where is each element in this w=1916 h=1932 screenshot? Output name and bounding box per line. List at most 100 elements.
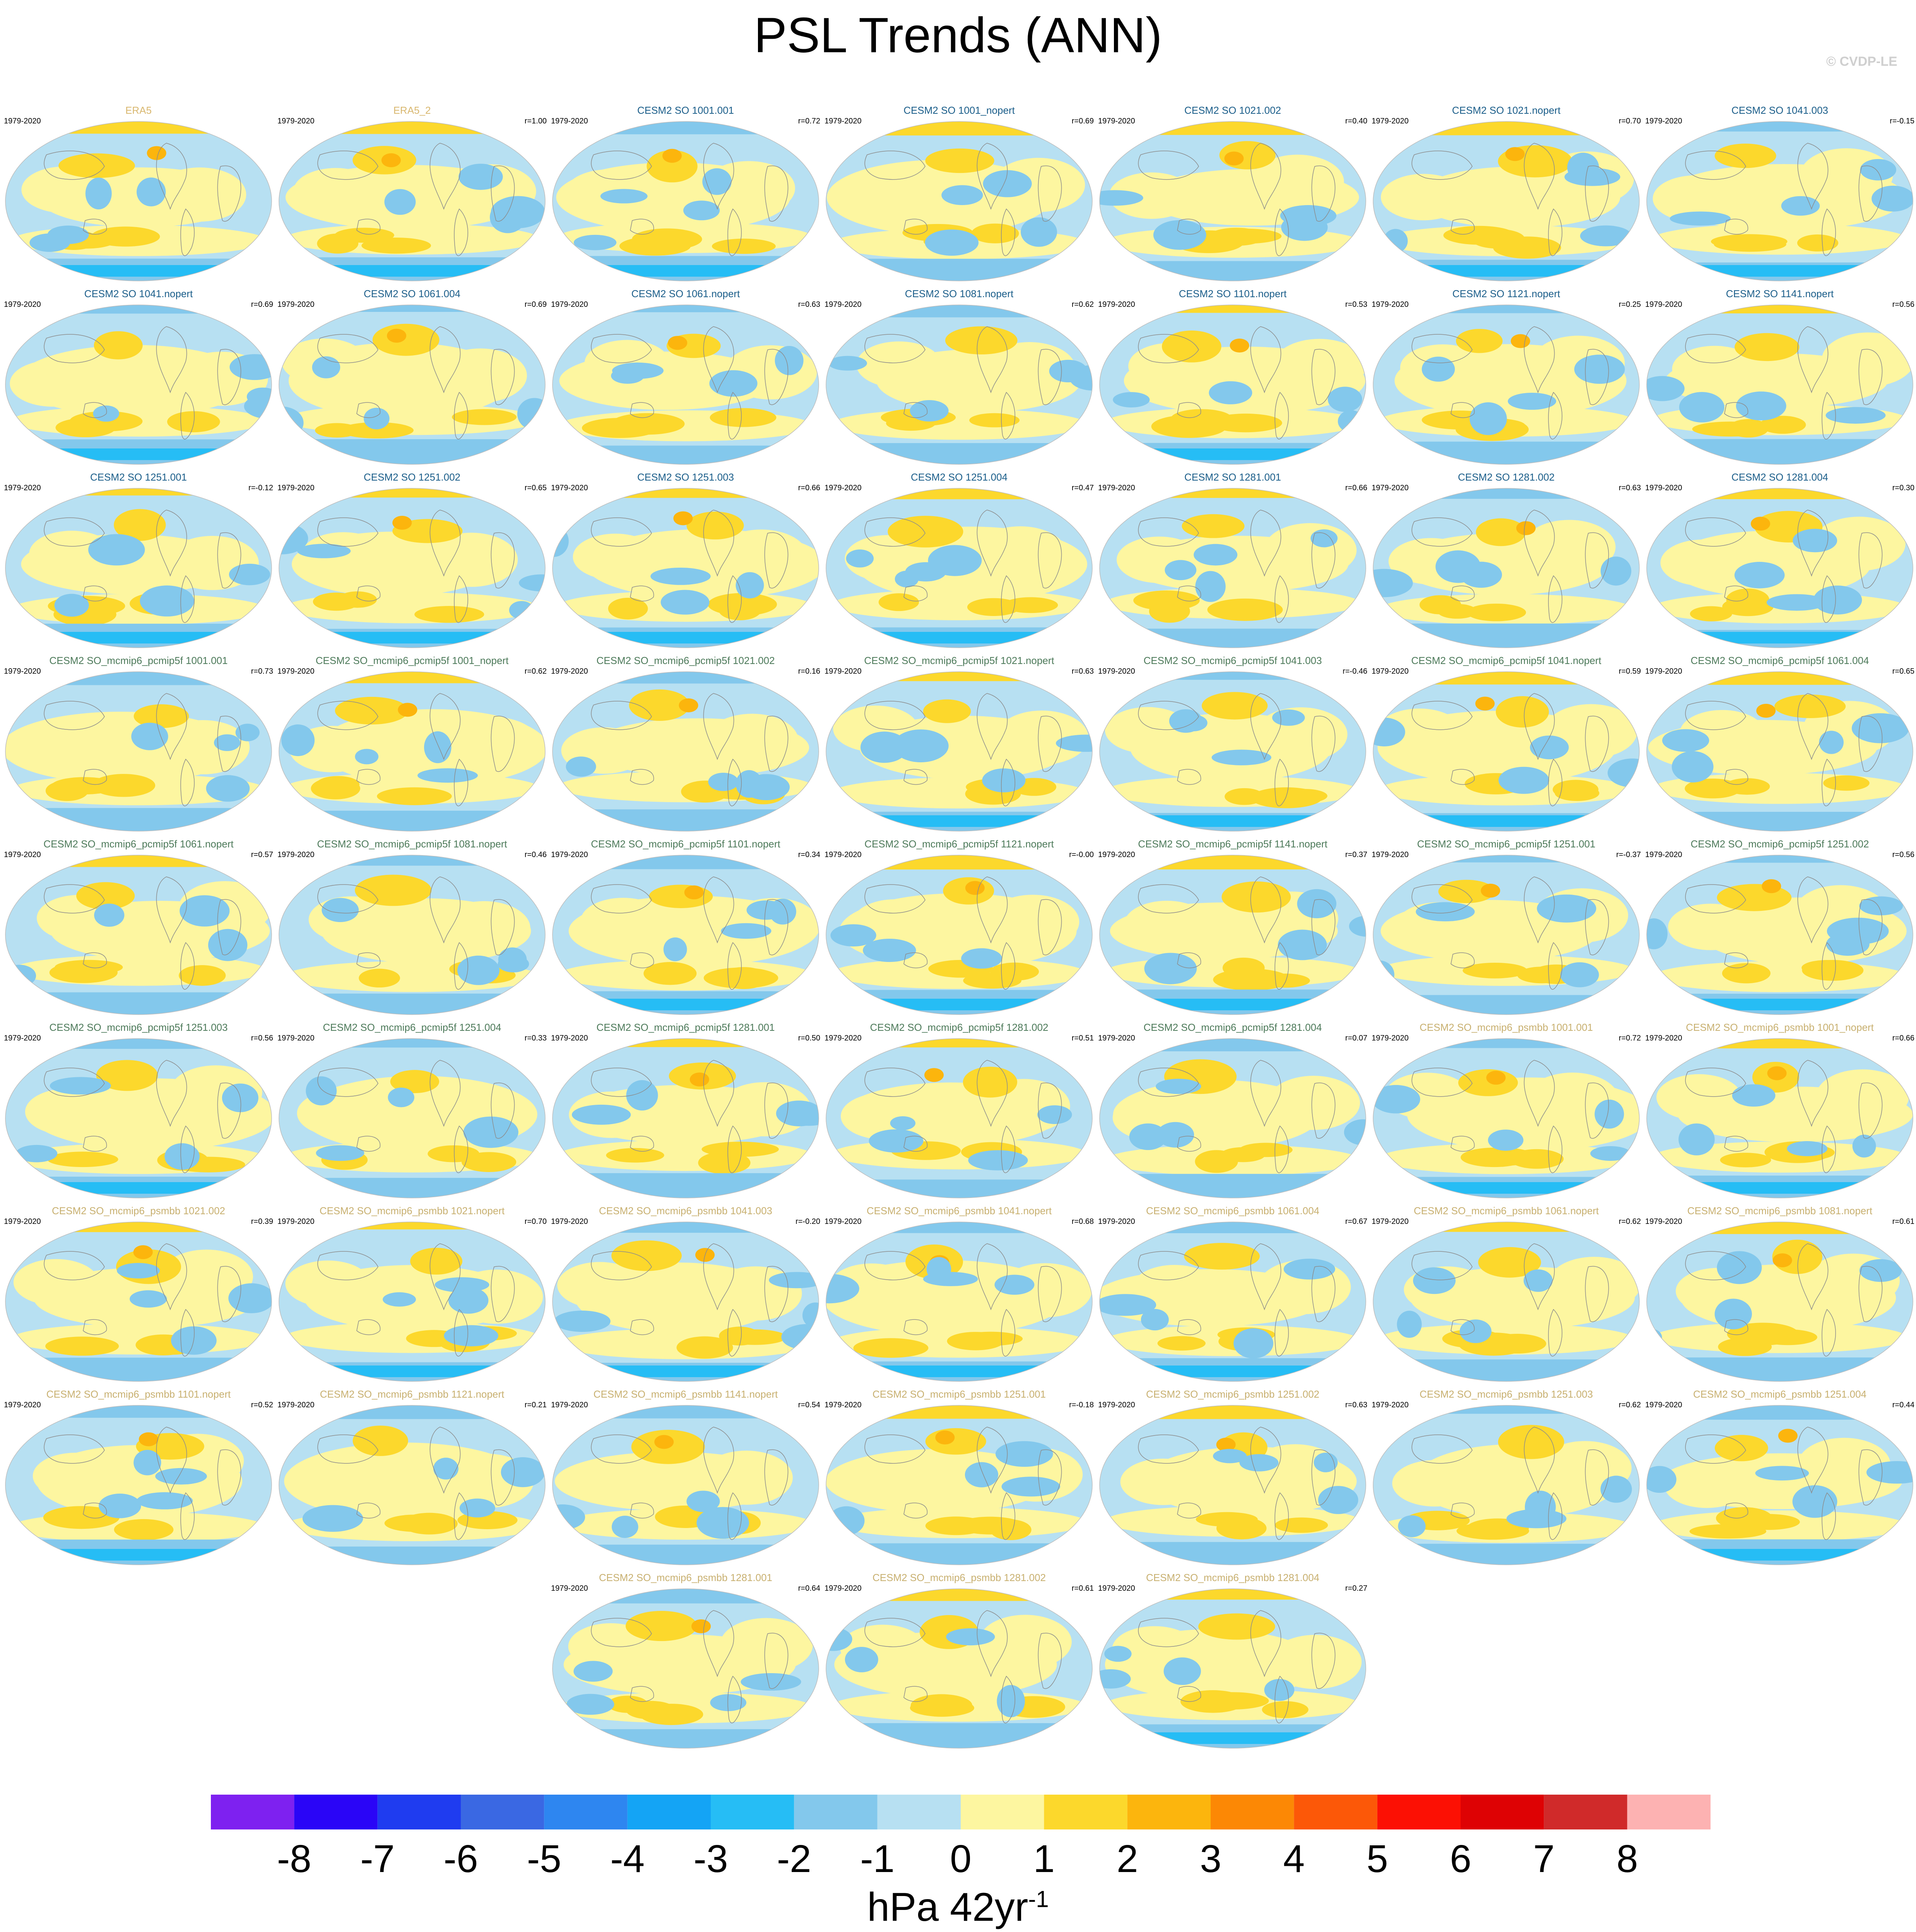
panel-correlation: r=0.69 [1071,117,1094,125]
panel-title: CESM2 SO_mcmip6_psmbb 1281.004 [1146,1572,1319,1583]
trend-map [279,121,546,281]
colorbar-tick-label: -5 [527,1837,561,1881]
map-panel: CESM2 SO_mcmip6_psmbb 1251.001 1979-2020 r… [825,1388,1094,1570]
panel-period: 1979-2020 [1645,117,1682,125]
panel-period: 1979-2020 [551,117,588,125]
panel-period: 1979-2020 [1098,1401,1135,1409]
panel-period: 1979-2020 [1645,484,1682,492]
panel-period: 1979-2020 [551,667,588,676]
trend-map [279,671,546,832]
panel-title: CESM2 SO_mcmip6_psmbb 1041.003 [599,1205,772,1217]
panel-period: 1979-2020 [1372,1217,1409,1226]
panel-title: CESM2 SO 1001_nopert [903,104,1015,116]
trend-map [1646,121,1913,281]
map-panel: CESM2 SO_mcmip6_pcmip5f 1251.001 1979-202… [1372,838,1641,1020]
panel-correlation: r=-0.46 [1343,667,1367,676]
panel-correlation: r=0.67 [1345,1217,1367,1226]
trend-map [1373,1405,1640,1565]
panel-correlation: r=0.46 [524,850,547,859]
panel-period: 1979-2020 [825,1034,862,1042]
panel-period: 1979-2020 [277,484,315,492]
panel-title: CESM2 SO_mcmip6_pcmip5f 1001_nopert [315,655,509,666]
panel-period: 1979-2020 [1645,667,1682,676]
panel-correlation: r=0.33 [524,1034,547,1042]
panel-correlation: r=0.50 [798,1034,820,1042]
trend-map [279,1222,546,1382]
panel-title: CESM2 SO_mcmip6_pcmip5f 1121.nopert [864,838,1054,850]
panel-period: 1979-2020 [1645,300,1682,309]
panel-title: CESM2 SO_mcmip6_pcmip5f 1021.002 [596,655,775,666]
panel-correlation: r=0.69 [251,300,273,309]
map-panel: CESM2 SO 1281.004 1979-2020 r=0.30 [1645,471,1914,653]
trend-map [826,855,1093,1015]
colorbar-swatch [877,1795,961,1829]
map-panel: ERA5_2 1979-2020 r=1.00 [277,104,547,286]
panel-correlation: r=0.68 [1071,1217,1094,1226]
panel-correlation: r=-0.12 [248,484,273,492]
trend-map [1646,855,1913,1015]
panel-period: 1979-2020 [1098,1034,1135,1042]
map-panel: CESM2 SO 1061.004 1979-2020 r=0.69 [277,288,547,470]
trend-map [1646,1038,1913,1198]
panel-period: 1979-2020 [551,1401,588,1409]
map-panel: CESM2 SO_mcmip6_pcmip5f 1041.003 1979-202… [1098,655,1367,837]
panel-correlation: r=0.63 [798,300,820,309]
panel-period: 1979-2020 [551,484,588,492]
panel-period: 1979-2020 [4,667,41,676]
panel-correlation: r=0.66 [1345,484,1367,492]
colorbar-tick-label: -3 [694,1837,728,1881]
panel-correlation: r=0.27 [1345,1584,1367,1593]
colorbar-tick-label: -6 [444,1837,478,1881]
colorbar-tick-label: 4 [1283,1837,1305,1881]
panel-title: CESM2 SO_mcmip6_pcmip5f 1251.001 [1417,838,1596,850]
panel-correlation: r=0.16 [798,667,820,676]
panel-period: 1979-2020 [277,117,315,125]
trend-map [5,121,272,281]
map-panel: CESM2 SO 1021.nopert 1979-2020 r=0.70 [1372,104,1641,286]
map-panel: CESM2 SO_mcmip6_pcmip5f 1061.nopert 1979-… [4,838,273,1020]
panel-correlation: r=0.34 [798,850,820,859]
trend-map [1373,1038,1640,1198]
panel-title: CESM2 SO 1061.004 [363,288,461,299]
colorbar-swatch [461,1795,544,1829]
map-panel: CESM2 SO 1061.nopert 1979-2020 r=0.63 [551,288,820,470]
map-panel: CESM2 SO_mcmip6_psmbb 1101.nopert 1979-20… [4,1388,273,1570]
map-panel: CESM2 SO_mcmip6_psmbb 1061.nopert 1979-20… [1372,1205,1641,1387]
map-panel: CESM2 SO_mcmip6_psmbb 1041.nopert 1979-20… [825,1205,1094,1387]
panel-period: 1979-2020 [277,1034,315,1042]
trend-map [826,121,1093,281]
panel-period: 1979-2020 [1098,484,1135,492]
panel-title: CESM2 SO_mcmip6_pcmip5f 1251.002 [1690,838,1869,850]
panel-title: CESM2 SO 1121.nopert [1452,288,1560,299]
panel-title: CESM2 SO_mcmip6_psmbb 1061.004 [1146,1205,1319,1217]
panel-title: CESM2 SO_mcmip6_psmbb 1021.nopert [319,1205,505,1217]
map-panel: CESM2 SO_mcmip6_pcmip5f 1021.002 1979-202… [551,655,820,837]
panel-title: CESM2 SO_mcmip6_pcmip5f 1041.nopert [1411,655,1601,666]
panel-period: 1979-2020 [825,1401,862,1409]
panel-title: CESM2 SO 1251.003 [637,471,734,483]
panel-correlation: r=0.70 [1618,117,1641,125]
panel-period: 1979-2020 [1645,1217,1682,1226]
panel-period: 1979-2020 [277,667,315,676]
map-panel: CESM2 SO_mcmip6_psmbb 1001_nopert 1979-20… [1645,1022,1914,1203]
panel-title: CESM2 SO 1041.nopert [84,288,193,299]
map-panel: CESM2 SO_mcmip6_psmbb 1001.001 1979-2020 r… [1372,1022,1641,1203]
colorbar: -8 -7 -6 -5 -4 -3 -2 -1 0 1 2 3 4 5 6 7 8 [0,1780,1916,1932]
colorbar-tick-label: -4 [610,1837,645,1881]
colorbar-swatch [1544,1795,1627,1829]
trend-map [552,488,819,648]
trend-map [279,1405,546,1565]
panel-period: 1979-2020 [4,484,41,492]
panel-correlation: r=0.66 [1892,1034,1914,1042]
panel-correlation: r=0.62 [524,667,547,676]
panel-correlation: r=0.57 [251,850,273,859]
credit-label: © CVDP-LE [1826,54,1897,69]
panel-title: CESM2 SO_mcmip6_psmbb 1121.nopert [320,1388,505,1400]
page-title: PSL Trends (ANN) [754,8,1162,63]
colorbar-swatch [1294,1795,1377,1829]
trend-map [552,671,819,832]
colorbar-tick-label: 8 [1617,1837,1638,1881]
trend-map [1099,1038,1366,1198]
colorbar-swatch [294,1795,378,1829]
colorbar-tick-label: 5 [1367,1837,1388,1881]
